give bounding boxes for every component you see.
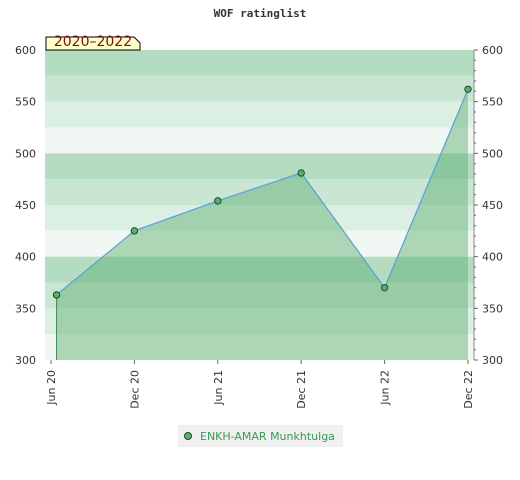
y-tick-label-left: 550 [15,96,36,109]
background-band [45,127,474,154]
background-band [45,75,474,102]
x-tick-label: Jun 20 [45,370,58,406]
background-band [45,334,474,360]
legend: ENKH-AMAR Munkhtulga [178,425,343,447]
data-point [297,169,305,177]
y-tick-label-right: 450 [482,199,503,212]
background-band [45,153,474,180]
series-line [56,89,469,296]
series-area [56,89,469,361]
background-band [45,282,474,309]
background-band [45,179,474,205]
y-tick-label-right: 350 [482,302,503,315]
data-point [464,85,472,93]
y-axis-right: 300 350 400 450 500 550 600 [473,44,503,367]
background-band [45,256,474,283]
x-tick-label: Dec 22 [462,370,475,409]
x-axis: Jun 20 Dec 20 Jun 21 Dec 21 Jun 22 Dec 22 [45,360,475,409]
series-points [52,85,472,360]
background-bands [45,50,474,360]
y-tick-label-left: 600 [15,44,36,57]
x-tick-label: Jun 22 [379,370,392,406]
legend-series-name: ENKH-AMAR Munkhtulga [200,429,335,443]
data-point [380,283,389,292]
background-band [45,50,474,76]
chart-title: WOF ratinglist [214,7,307,20]
background-band [45,308,474,335]
y-tick-label-right: 600 [482,44,503,57]
x-tick-label: Dec 20 [128,370,141,409]
y-tick-label-left: 500 [15,147,36,160]
y-tick-label-right: 550 [482,96,503,109]
y-tick-label-left: 400 [15,251,36,264]
data-point [214,197,222,205]
y-tick-label-right: 300 [482,354,503,367]
background-band [45,101,474,128]
y-tick-label-left: 450 [15,199,36,212]
y-tick-label-right: 400 [482,251,503,264]
data-point [52,291,61,299]
x-tick-label: Jun 21 [212,370,225,406]
y-tick-label-left: 350 [15,302,36,315]
y-tick-label-left: 300 [15,354,36,367]
y-tick-label-right: 500 [482,147,503,160]
period-badge: 2020–2022 [45,34,141,51]
y-axis-left: 300 350 400 450 500 550 600 [15,44,36,367]
legend-marker [184,432,192,440]
x-tick-label: Dec 21 [295,370,308,409]
period-badge-label: 2020–2022 [54,34,132,50]
background-band [45,205,474,231]
data-point [130,227,139,235]
